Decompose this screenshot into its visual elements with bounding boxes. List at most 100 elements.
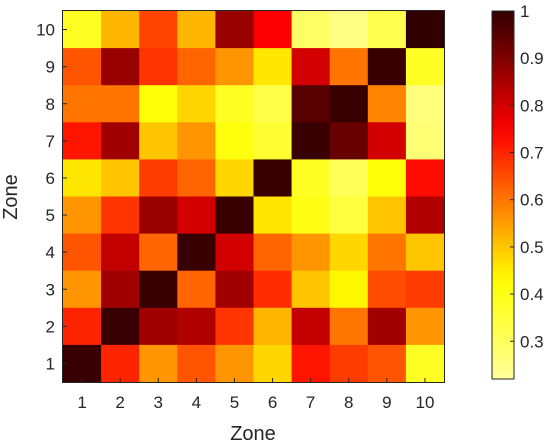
heatmap-cell [215,11,255,49]
heatmap-cell [139,344,178,383]
heatmap-cell [63,11,102,49]
x-tick-label: 7 [306,393,315,412]
heatmap-cell [253,233,293,272]
heatmap-cell [139,270,178,309]
colorbar-tick-label: 1 [520,2,529,21]
heatmap-cell [405,122,445,160]
heatmap-cell [291,122,331,160]
heatmap-cell [329,344,369,383]
heatmap-cell [101,48,140,86]
heatmap-cell [177,11,216,49]
colorbar-ticks: 0.3 0.4 0.5 0.6 0.7 0.8 0.9 1 [510,2,544,351]
heatmap-cell [101,307,140,346]
heatmap-cell [101,122,140,160]
x-tick-label: 3 [154,393,163,412]
heatmap-cell [63,48,102,86]
y-tick-label: 8 [46,95,55,114]
heatmap-cell [367,11,407,49]
heatmap-cell [291,159,331,198]
heatmap-cell [329,196,369,235]
heatmap-cell [291,85,331,123]
heatmap-cell [253,85,293,123]
heatmap-cell [139,48,178,86]
y-tick-label: 6 [46,169,55,188]
heatmap-cell [177,270,216,309]
heatmap-cell [253,122,293,160]
heatmap-cell [291,233,331,272]
heatmap-cell [291,270,331,309]
heatmap-cells [63,11,445,383]
heatmap-cell [253,11,293,49]
heatmap-cell [291,11,331,49]
colorbar-tick-label: 0.7 [520,144,544,163]
heatmap-cell [177,307,216,346]
heatmap-cell [63,85,102,123]
heatmap-cell [215,48,255,86]
x-tick-label: 4 [192,393,201,412]
heatmap-cell [329,270,369,309]
heatmap-cell [177,344,216,383]
heatmap-cell [101,159,140,198]
heatmap-cell [405,307,445,346]
heatmap-cell [329,159,369,198]
y-axis-ticks: 1 2 3 4 5 6 7 8 9 10 [36,21,67,373]
colorbar [491,10,515,380]
heatmap-cell [367,85,407,123]
colorbar-tick-label: 0.5 [520,238,544,257]
heatmap-cell [101,344,140,383]
heatmap-cell [253,344,293,383]
heatmap-cell [63,270,102,309]
x-tick-label: 1 [77,393,86,412]
y-tick-label: 1 [46,354,55,373]
heatmap-cell [139,11,178,49]
heatmap-cell [367,344,407,383]
heatmap-cell [367,159,407,198]
x-tick-label: 9 [382,393,391,412]
x-axis-label: Zone [230,423,276,445]
heatmap-cell [101,85,140,123]
heatmap-cell [253,159,293,198]
heatmap-cell [101,11,140,49]
heatmap-cell [177,233,216,272]
heatmap-cell [177,122,216,160]
heatmap-cell [329,233,369,272]
heatmap-cell [329,11,369,49]
heatmap-cell [139,233,178,272]
heatmap-cell [367,196,407,235]
heatmap-cell [405,48,445,86]
heatmap-cell [63,196,102,235]
heatmap-cell [253,270,293,309]
y-tick-label: 5 [46,206,55,225]
heatmap-cell [139,307,178,346]
colorbar-tick-label: 0.6 [520,191,544,210]
heatmap-cell [139,196,178,235]
heatmap-cell [405,233,445,272]
heatmap-cell [291,48,331,86]
heatmap-cell [329,85,369,123]
heatmap-cell [101,270,140,309]
heatmap-cell [291,307,331,346]
heatmap-cell [177,85,216,123]
colorbar-tick-label: 0.3 [520,332,544,351]
x-tick-label: 6 [268,393,277,412]
heatmap-cell [405,85,445,123]
heatmap-cell [101,196,140,235]
heatmap-cell [215,196,255,235]
heatmap-cell [177,159,216,198]
heatmap-cell [63,307,102,346]
heatmap-cell [215,233,255,272]
heatmap-cell [329,122,369,160]
heatmap-cell [253,307,293,346]
heatmap-cell [367,307,407,346]
plot-frame [62,10,445,383]
heatmap-cell [367,233,407,272]
heatmap-cell [101,233,140,272]
heatmap-cell [291,344,331,383]
colorbar-tick-label: 0.8 [520,96,544,115]
x-tick-label: 2 [115,393,124,412]
heatmap-cell [215,270,255,309]
heatmap-cell [63,122,102,160]
heatmap-cell [139,122,178,160]
x-tick-label: 10 [415,393,434,412]
heatmap-cell [63,159,102,198]
